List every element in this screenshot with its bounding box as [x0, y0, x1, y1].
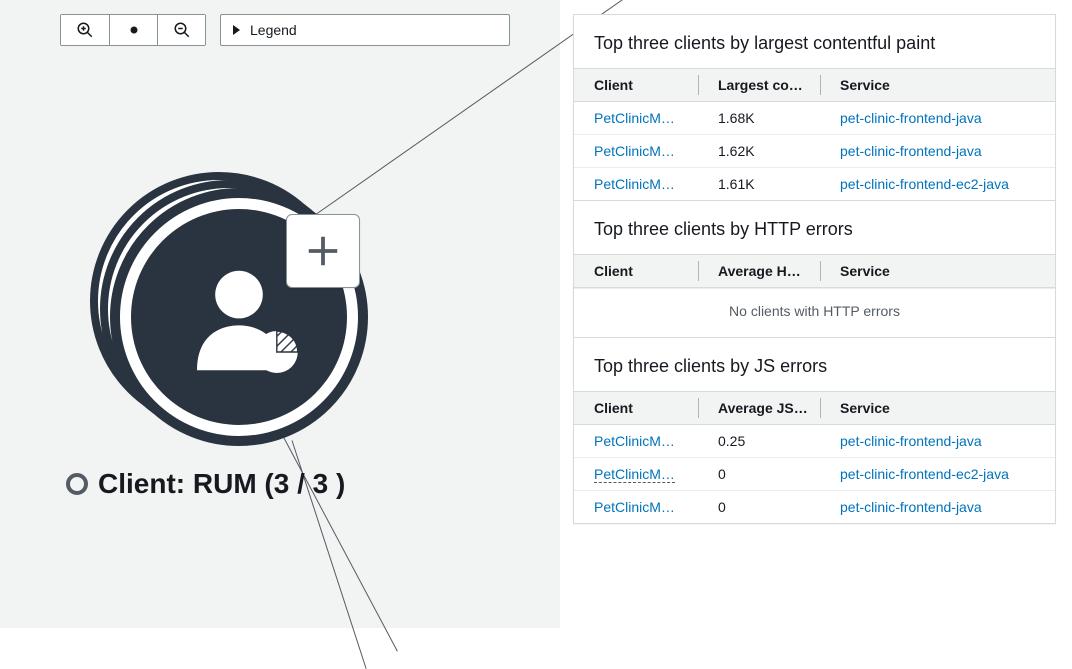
http-errors-table: Client Average H… Service: [574, 254, 1055, 288]
section-title: Top three clients by JS errors: [574, 338, 1055, 391]
section-js-errors: Top three clients by JS errors Client Av…: [574, 337, 1055, 523]
service-link[interactable]: pet-clinic-frontend-ec2-java: [840, 176, 1009, 192]
zoom-controls: [60, 14, 206, 46]
table-row: PetClinicM… 0 pet-clinic-frontend-ec2-ja…: [574, 458, 1055, 491]
clients-panel: Top three clients by largest contentful …: [573, 14, 1056, 524]
legend-label: Legend: [250, 22, 297, 38]
table-row: PetClinicM… 0 pet-clinic-frontend-java: [574, 491, 1055, 524]
client-link[interactable]: PetClinicM…: [594, 143, 675, 159]
js-errors-table: Client Average JS… Service PetClinicM… 0…: [574, 391, 1055, 523]
zoom-out-button[interactable]: [157, 15, 205, 45]
col-service[interactable]: Service: [820, 255, 1055, 288]
col-client[interactable]: Client: [574, 255, 698, 288]
col-client[interactable]: Client: [574, 392, 698, 425]
lcp-table: Client Largest co… Service PetClinicM… 1…: [574, 68, 1055, 200]
service-link[interactable]: pet-clinic-frontend-java: [840, 433, 982, 449]
service-link[interactable]: pet-clinic-frontend-java: [840, 110, 982, 126]
metric-cell: 1.61K: [698, 168, 820, 201]
node-label-text: Client: RUM (3 / 3 ): [98, 468, 345, 500]
caret-right-icon: [233, 25, 240, 35]
service-link[interactable]: pet-clinic-frontend-ec2-java: [840, 466, 1009, 482]
dot-icon: [129, 25, 139, 35]
metric-cell: 0.25: [698, 425, 820, 458]
col-metric[interactable]: Average H…: [698, 255, 820, 288]
client-link[interactable]: PetClinicM…: [594, 176, 675, 192]
node-label: Client: RUM (3 / 3 ): [66, 468, 345, 500]
zoom-reset-button[interactable]: [109, 15, 157, 45]
table-row: PetClinicM… 1.68K pet-clinic-frontend-ja…: [574, 102, 1055, 135]
zoom-out-icon: [173, 21, 191, 39]
metric-cell: 1.68K: [698, 102, 820, 135]
zoom-in-button[interactable]: [61, 15, 109, 45]
section-title: Top three clients by largest contentful …: [574, 15, 1055, 68]
table-row: PetClinicM… 1.62K pet-clinic-frontend-ja…: [574, 135, 1055, 168]
service-link[interactable]: pet-clinic-frontend-java: [840, 143, 982, 159]
col-service[interactable]: Service: [820, 69, 1055, 102]
table-row: PetClinicM… 0.25 pet-clinic-frontend-jav…: [574, 425, 1055, 458]
metric-cell: 0: [698, 458, 820, 491]
client-link[interactable]: PetClinicM…: [594, 499, 675, 515]
col-client[interactable]: Client: [574, 69, 698, 102]
client-link[interactable]: PetClinicM…: [594, 433, 675, 449]
col-metric[interactable]: Average JS…: [698, 392, 820, 425]
client-link[interactable]: PetClinicM…: [594, 110, 675, 126]
node-ring-icon: [66, 473, 88, 495]
graph-edge: [280, 430, 398, 651]
metric-cell: 1.62K: [698, 135, 820, 168]
plus-icon: [304, 232, 342, 270]
section-title: Top three clients by HTTP errors: [574, 201, 1055, 254]
col-service[interactable]: Service: [820, 392, 1055, 425]
service-link[interactable]: pet-clinic-frontend-java: [840, 499, 982, 515]
client-link[interactable]: PetClinicM…: [594, 466, 675, 483]
service-map-canvas[interactable]: Legend: [0, 0, 560, 628]
map-toolbar: Legend: [60, 14, 510, 46]
table-row: PetClinicM… 1.61K pet-clinic-frontend-ec…: [574, 168, 1055, 201]
legend-toggle[interactable]: Legend: [220, 14, 510, 46]
empty-state: No clients with HTTP errors: [574, 288, 1055, 337]
zoom-in-icon: [76, 21, 94, 39]
section-lcp: Top three clients by largest contentful …: [574, 15, 1055, 200]
metric-cell: 0: [698, 491, 820, 524]
section-http-errors: Top three clients by HTTP errors Client …: [574, 200, 1055, 337]
col-metric[interactable]: Largest co…: [698, 69, 820, 102]
expand-node-button[interactable]: [286, 214, 360, 288]
